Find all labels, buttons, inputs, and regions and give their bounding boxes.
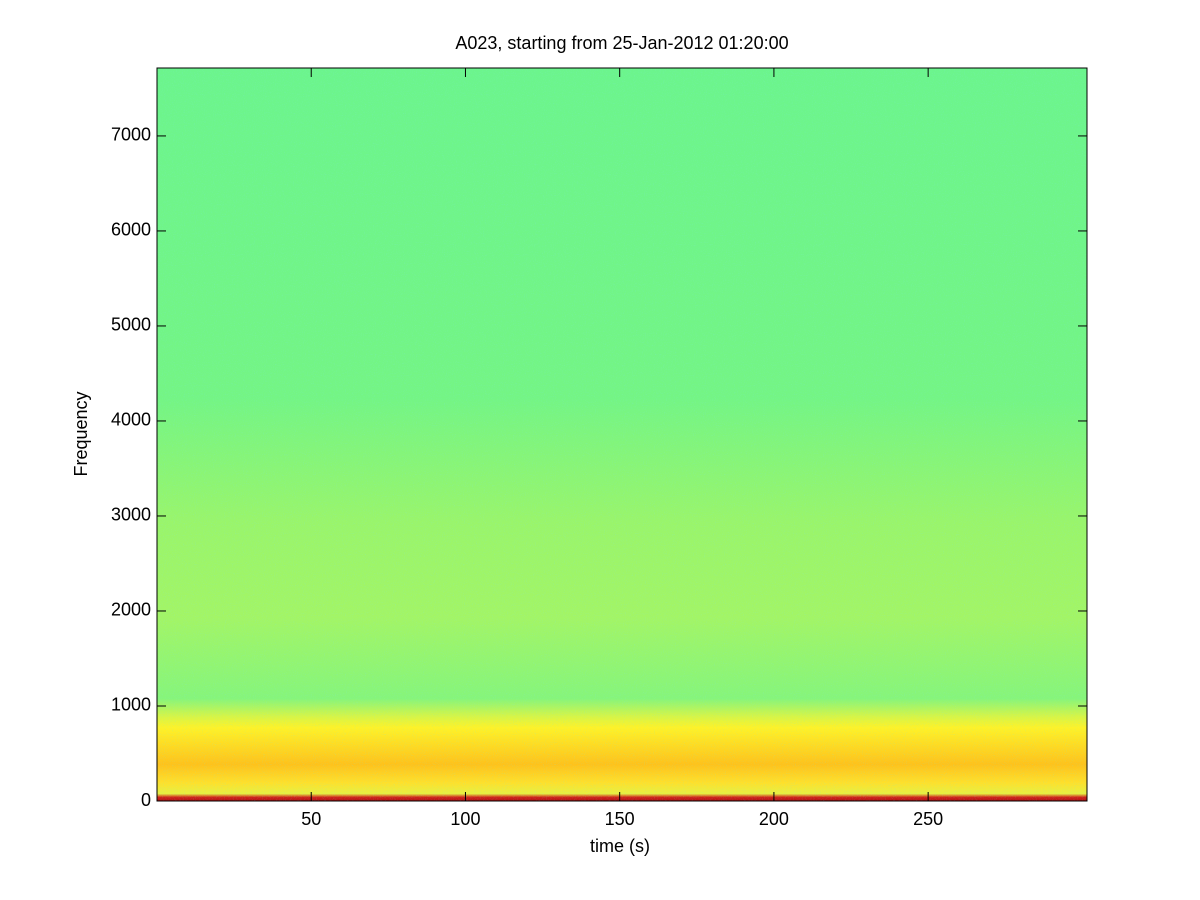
y-tick-label: 2000 bbox=[111, 600, 151, 620]
x-tick-label: 100 bbox=[450, 809, 480, 829]
spectrogram-image bbox=[157, 68, 1087, 801]
y-axis-label: Frequency bbox=[71, 391, 91, 476]
x-tick-label: 150 bbox=[605, 809, 635, 829]
y-tick-label: 5000 bbox=[111, 315, 151, 335]
y-tick-label: 4000 bbox=[111, 410, 151, 430]
plot-frame bbox=[156, 67, 1088, 802]
x-tick-label: 200 bbox=[759, 809, 789, 829]
y-tick-label: 6000 bbox=[111, 220, 151, 240]
y-tick-label: 7000 bbox=[111, 125, 151, 145]
x-tick-label: 50 bbox=[301, 809, 321, 829]
y-tick-label: 3000 bbox=[111, 505, 151, 525]
y-tick-label: 1000 bbox=[111, 695, 151, 715]
chart-title: A023, starting from 25-Jan-2012 01:20:00 bbox=[455, 33, 788, 53]
x-axis-label: time (s) bbox=[590, 836, 650, 856]
y-tick-label: 0 bbox=[141, 790, 151, 810]
x-tick-label: 250 bbox=[913, 809, 943, 829]
